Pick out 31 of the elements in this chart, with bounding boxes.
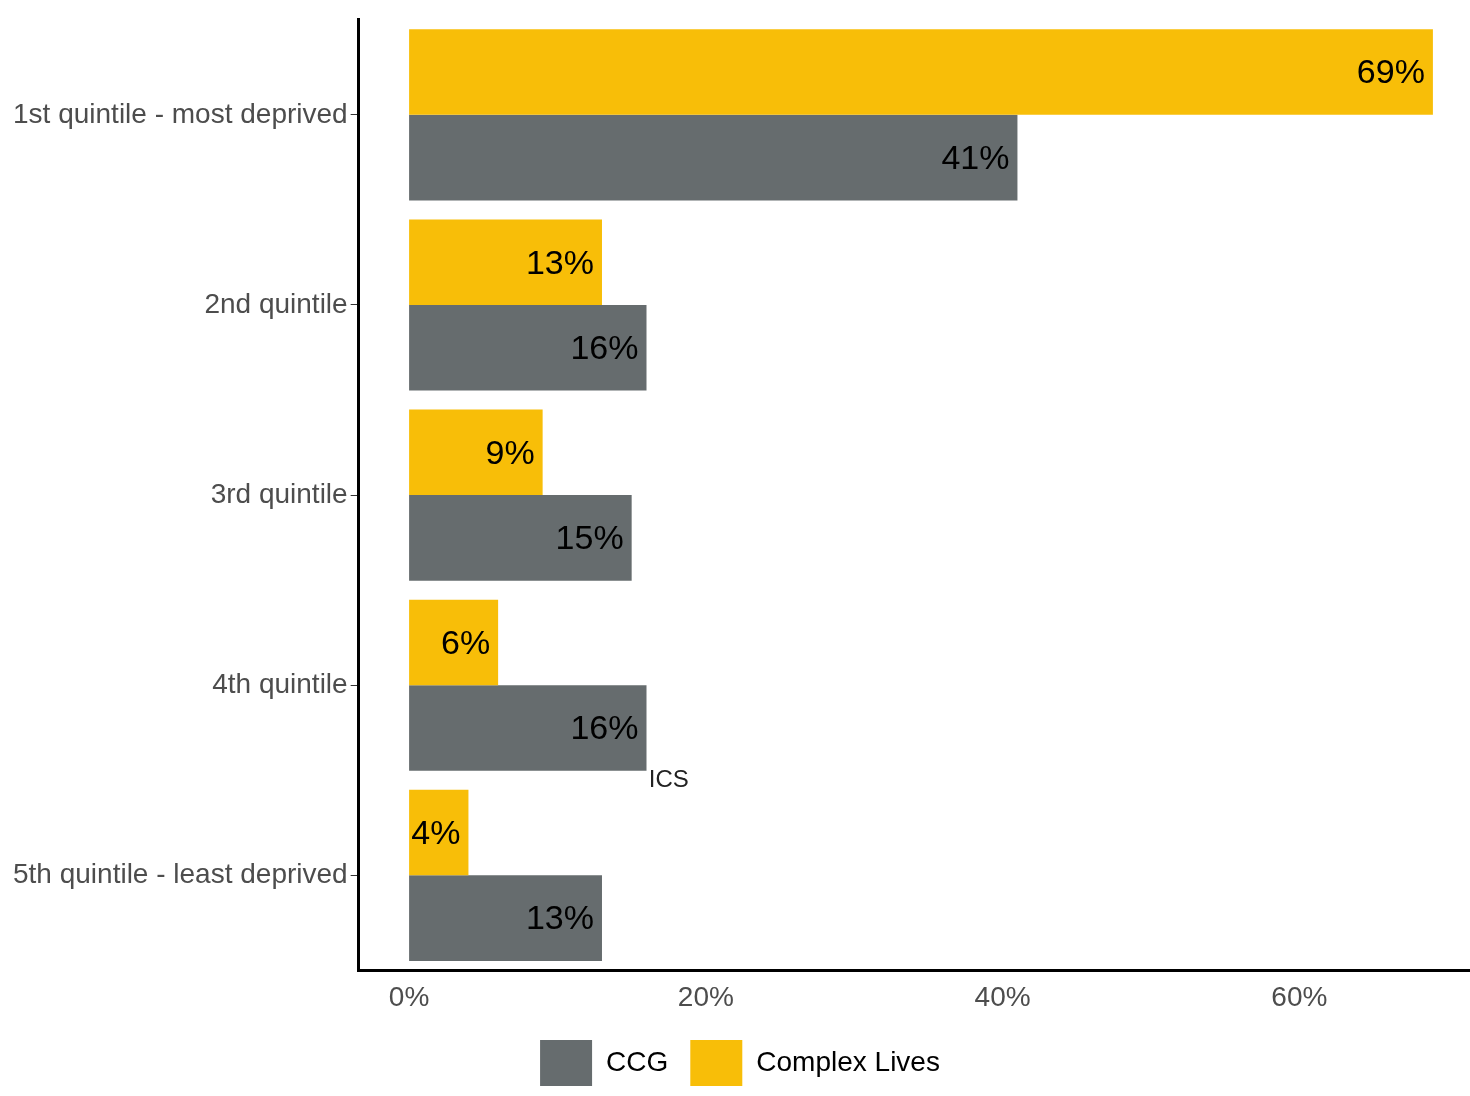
data-label: 9% xyxy=(485,432,535,471)
y-tick-label: 4th quintile xyxy=(212,667,348,699)
bar xyxy=(409,685,647,771)
x-tick-label: 60% xyxy=(1271,980,1328,1012)
bar xyxy=(409,29,1433,115)
y-tick-label: 2nd quintile xyxy=(204,287,348,319)
bar xyxy=(409,409,543,496)
bar xyxy=(409,495,632,581)
bar xyxy=(409,304,647,391)
data-label: 16% xyxy=(570,328,639,367)
y-tick-label: 3rd quintile xyxy=(210,477,348,509)
y-tick-label: 1st quintile - most deprived xyxy=(13,97,348,129)
bar xyxy=(409,114,1018,201)
data-label: 6% xyxy=(440,622,491,661)
annotation: ICS xyxy=(648,764,689,792)
data-label: 13% xyxy=(525,898,594,937)
legend-label: Complex Lives xyxy=(756,1045,940,1077)
data-label: 16% xyxy=(570,708,639,747)
bar xyxy=(409,875,602,961)
legend-label: CCG xyxy=(606,1045,669,1077)
data-label: 69% xyxy=(1356,52,1425,91)
bar xyxy=(409,599,499,686)
bar xyxy=(409,219,602,305)
data-label: 4% xyxy=(411,812,461,851)
data-label: 15% xyxy=(555,518,624,557)
y-tick-label: 5th quintile - least deprived xyxy=(12,858,348,890)
data-label: 41% xyxy=(941,138,1010,177)
data-label: 13% xyxy=(525,242,594,281)
x-tick-label: 0% xyxy=(388,980,430,1012)
x-tick-label: 40% xyxy=(974,980,1031,1012)
x-tick-label: 20% xyxy=(677,980,734,1012)
